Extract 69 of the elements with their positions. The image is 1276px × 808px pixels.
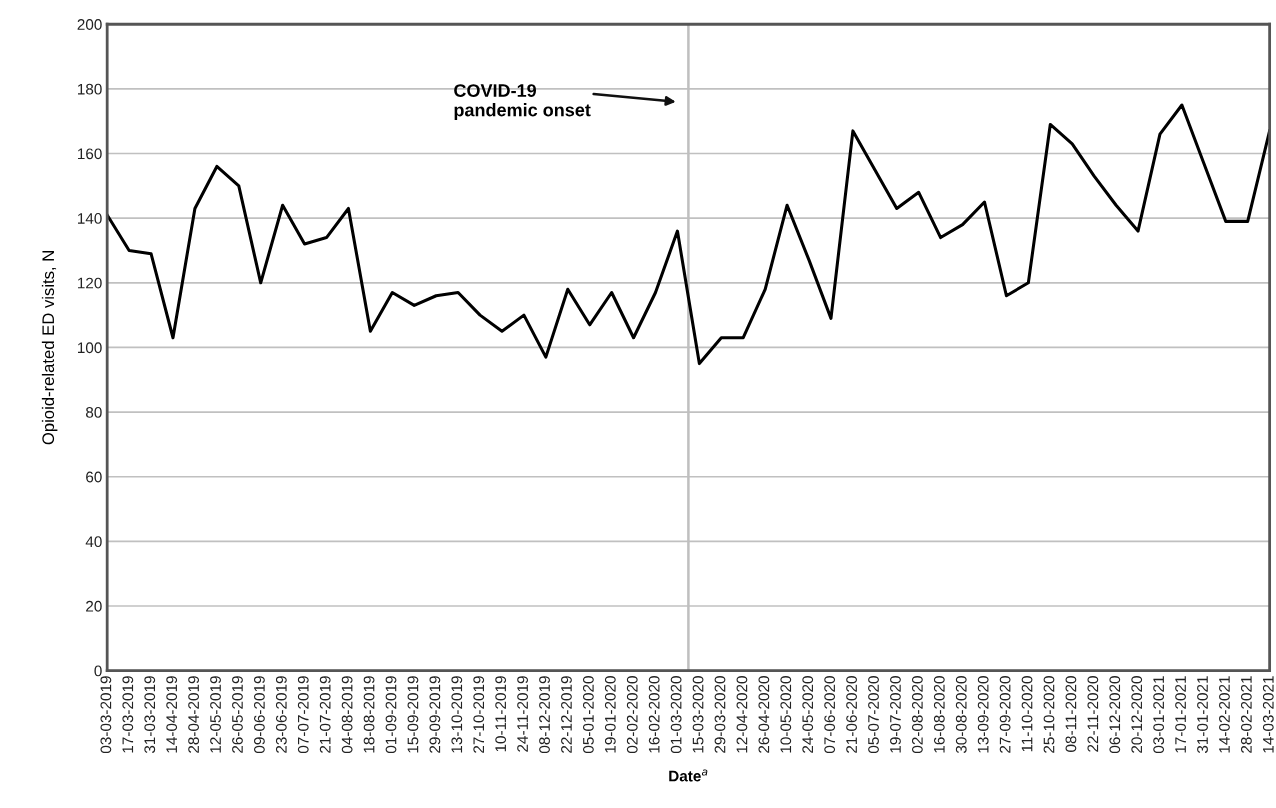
y-tick-label: 40 xyxy=(85,536,102,548)
x-tick-label: 27-10-2019 xyxy=(473,676,485,753)
y-tick-label: 140 xyxy=(78,213,102,224)
x-tick-label: 07-06-2020 xyxy=(824,676,836,754)
y-tick-label: 60 xyxy=(86,471,102,483)
x-tick-label: 15-03-2020 xyxy=(692,676,704,753)
x-tick-label: 01-03-2020 xyxy=(670,676,682,754)
x-tick-label: 23-06-2019 xyxy=(275,676,287,753)
x-tick-label: 28-02-2021 xyxy=(1240,676,1252,753)
x-tick-label: 11-10-2020 xyxy=(1021,676,1033,752)
x-tick-label: 14-04-2019 xyxy=(166,676,178,753)
y-tick-label: 120 xyxy=(78,277,102,289)
x-tick-label: 09-06-2019 xyxy=(254,676,265,754)
x-tick-label: 26-04-2020 xyxy=(758,676,770,753)
x-tick-label: 25-10-2020 xyxy=(1043,676,1055,753)
x-tick-label: 13-09-2020 xyxy=(977,676,989,753)
y-tick-label: 180 xyxy=(78,83,102,95)
x-tick-label: 06-12-2020 xyxy=(1109,676,1121,754)
x-tick-label: 15-09-2019 xyxy=(407,676,419,753)
x-tick-label: 19-07-2020 xyxy=(890,676,901,753)
y-tick-label: 200 xyxy=(77,19,102,30)
x-tick-label: 14-03-2021 xyxy=(1262,676,1274,753)
x-tick-label: 29-03-2020 xyxy=(714,676,726,753)
y-tick-label: 100 xyxy=(78,342,102,354)
x-tick-label: 05-07-2020 xyxy=(868,676,879,754)
y-tick-label: 80 xyxy=(85,406,102,418)
x-tick-label: 05-01-2020 xyxy=(582,676,594,754)
x-tick-label: 08-11-2020 xyxy=(1065,676,1077,752)
x-tick-label: 20-12-2020 xyxy=(1131,676,1143,753)
x-axis-title: Date$^{a}$ xyxy=(669,769,708,782)
x-tick-label: 03-03-2019 xyxy=(100,676,112,754)
y-tick-label: 160 xyxy=(78,148,102,160)
x-tick-label: 22-11-2020 xyxy=(1087,676,1099,752)
x-tick-label: 01-09-2019 xyxy=(385,676,397,754)
x-tick-label: 21-06-2020 xyxy=(846,676,857,753)
x-tick-label: 24-05-2020 xyxy=(802,676,814,753)
y-axis-title: Opioid-related ED visits, N xyxy=(41,251,58,445)
x-tick-label: 16-08-2020 xyxy=(933,676,945,753)
x-tick-label: 02-08-2020 xyxy=(911,676,923,754)
x-tick-label: 30-08-2020 xyxy=(955,676,967,754)
x-tick-label: 31-03-2019 xyxy=(144,676,156,754)
y-tick-label: 20 xyxy=(86,600,102,612)
x-tick-label: 24-11-2019 xyxy=(517,676,529,752)
x-tick-label: 12-05-2019 xyxy=(210,676,221,753)
x-tick-label: 21-07-2019 xyxy=(319,676,331,753)
x-tick-label: 10-05-2020 xyxy=(780,676,792,753)
x-tick-label: 22-12-2019 xyxy=(561,676,572,753)
x-tick-label: 31-01-2021 xyxy=(1197,676,1208,754)
x-tick-label: 08-12-2019 xyxy=(539,676,550,754)
x-tick-label: 29-09-2019 xyxy=(429,676,441,753)
x-tick-label: 28-04-2019 xyxy=(188,676,200,753)
x-tick-label: 07-07-2019 xyxy=(297,676,309,754)
line-series xyxy=(107,103,1270,366)
annotation: COVID-19 pandemic onset xyxy=(454,84,591,120)
x-tick-label: 12-04-2020 xyxy=(736,676,748,753)
x-tick-label: 27-09-2020 xyxy=(999,676,1011,753)
x-tick-label: 14-02-2021 xyxy=(1219,676,1230,753)
x-tick-label: 19-01-2020 xyxy=(604,676,616,753)
y-tick-label: 0 xyxy=(94,665,102,677)
x-tick-label: 26-05-2019 xyxy=(232,676,243,753)
x-tick-label: 16-02-2020 xyxy=(648,676,660,753)
x-tick-label: 18-08-2019 xyxy=(363,676,375,753)
x-tick-label: 17-03-2019 xyxy=(122,676,134,753)
x-tick-label: 03-01-2021 xyxy=(1153,676,1165,754)
x-tick-label: 02-02-2020 xyxy=(626,676,638,754)
x-tick-label: 17-01-2021 xyxy=(1175,676,1186,753)
x-tick-label: 13-10-2019 xyxy=(451,676,463,753)
x-tick-label: 04-08-2019 xyxy=(341,676,353,754)
x-tick-label: 10-11-2019 xyxy=(495,676,507,752)
